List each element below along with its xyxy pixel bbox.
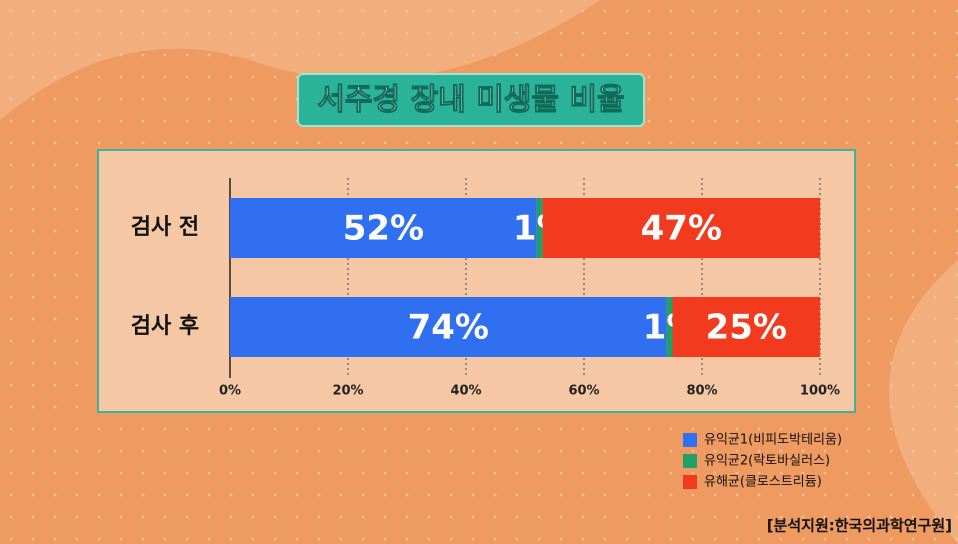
x-tick-label: 0% [219, 384, 241, 399]
value-label: 74% [408, 308, 489, 348]
value-label: 47% [641, 209, 722, 249]
bar-segment [542, 198, 820, 258]
source: [분석지원:한국의과학연구원] [767, 517, 952, 535]
legend-label: 유익균2(락토바실러스) [704, 454, 830, 469]
legend-swatch [683, 454, 697, 468]
x-tick-label: 80% [686, 384, 717, 399]
bar-segment [672, 297, 820, 357]
bar-segment [230, 198, 537, 258]
bar-segment [666, 297, 673, 357]
legend-label: 유익균1(비피도박테리움) [704, 433, 842, 448]
bar-segment [230, 297, 667, 357]
y-tick-label: 검사 전 [131, 215, 199, 240]
x-tick-label: 40% [450, 384, 481, 399]
y-tick-label: 검사 후 [131, 314, 199, 339]
x-tick-label: 100% [800, 384, 840, 399]
bar-segment [536, 198, 543, 258]
legend-label: 유해균(클로스트리듐) [704, 475, 822, 490]
value-label: 52% [343, 209, 424, 249]
x-tick-label: 60% [568, 384, 599, 399]
legend-swatch [683, 433, 697, 447]
value-label: 25% [706, 308, 787, 348]
legend-swatch [683, 475, 697, 489]
title-box [297, 73, 645, 127]
chart-title: 서주경 장내 미생물 비율 [317, 83, 624, 118]
x-tick-label: 20% [332, 384, 363, 399]
plot-panel [97, 149, 856, 413]
